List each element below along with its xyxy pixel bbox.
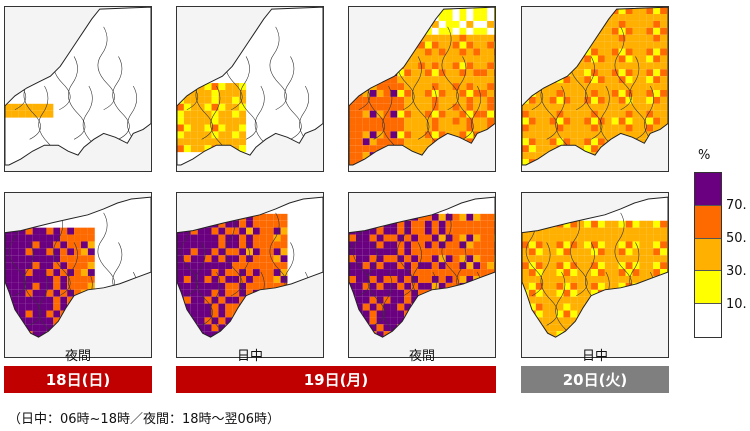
day-bar-20: 20日(火) bbox=[521, 366, 669, 393]
footnote: （日中：06時~18時／夜間：18時～翌06時） bbox=[8, 412, 281, 427]
day-bar-19: 19日(月) bbox=[176, 366, 496, 393]
precipitation-cells bbox=[349, 213, 495, 338]
coastline bbox=[177, 7, 323, 166]
coastline bbox=[349, 196, 495, 338]
legend-swatch bbox=[695, 304, 721, 337]
map-east-20-day bbox=[521, 6, 669, 172]
precipitation-cells bbox=[5, 103, 54, 118]
legend-color-scale bbox=[694, 172, 722, 338]
coastline bbox=[349, 7, 495, 166]
period-label: 夜間 bbox=[64, 349, 91, 364]
map-west-18-night bbox=[4, 192, 152, 358]
legend-swatch bbox=[695, 271, 721, 305]
legend-label: 30. bbox=[726, 264, 747, 279]
map-east-19-day bbox=[176, 6, 324, 172]
legend-label: 70. bbox=[726, 198, 747, 213]
land-area bbox=[5, 7, 151, 165]
legend-swatch bbox=[695, 238, 721, 272]
legend-swatch bbox=[695, 205, 721, 239]
period-label: 日中 bbox=[581, 349, 608, 364]
precipitation-cells bbox=[177, 83, 247, 153]
map-west-19-night bbox=[348, 192, 496, 358]
legend-unit: % bbox=[698, 148, 711, 163]
precipitation-cells bbox=[522, 220, 668, 338]
legend-swatch bbox=[695, 173, 721, 206]
coastline bbox=[5, 196, 151, 338]
map-west-19-day bbox=[176, 192, 324, 358]
period-label: 夜間 bbox=[408, 349, 435, 364]
period-label: 日中 bbox=[236, 349, 263, 364]
day-bar-18: 18日(日) bbox=[4, 366, 152, 393]
map-west-20-day bbox=[521, 192, 669, 358]
coastline bbox=[177, 196, 323, 338]
legend-label: 10. bbox=[726, 297, 747, 312]
coastline bbox=[522, 7, 668, 166]
map-east-18-night bbox=[4, 6, 152, 172]
coastline bbox=[522, 196, 668, 338]
map-east-19-night bbox=[348, 6, 496, 172]
precipitation-cells bbox=[522, 7, 668, 165]
coastline bbox=[5, 7, 151, 166]
legend-label: 50. bbox=[726, 231, 747, 246]
legend: % 70. 50. 30. 10. bbox=[690, 148, 748, 348]
